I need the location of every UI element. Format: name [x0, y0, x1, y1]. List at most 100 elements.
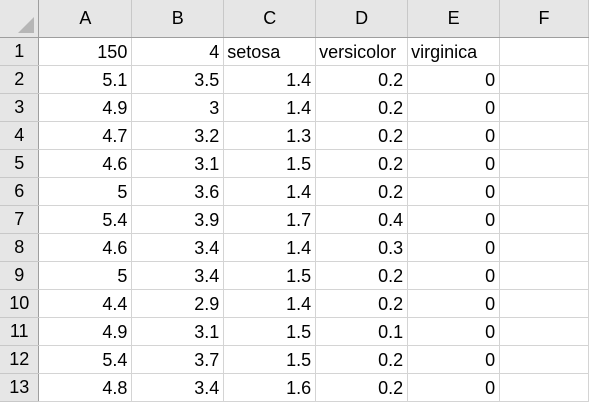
cell-e3[interactable]: 0: [407, 93, 501, 122]
cell-f8[interactable]: [499, 233, 589, 262]
cell-a11[interactable]: 4.9: [38, 317, 133, 346]
cell-e5[interactable]: 0: [407, 149, 501, 178]
cell-f12[interactable]: [499, 345, 589, 374]
cell-a5[interactable]: 4.6: [38, 149, 133, 178]
cell-d4[interactable]: 0.2: [315, 121, 409, 150]
cell-f9[interactable]: [499, 261, 589, 290]
cell-e9[interactable]: 0: [407, 261, 501, 290]
row-header[interactable]: 3: [0, 93, 40, 122]
cell-a7[interactable]: 5.4: [38, 205, 133, 234]
cell-d8[interactable]: 0.3: [315, 233, 409, 262]
cell-c5[interactable]: 1.5: [223, 149, 317, 178]
cell-c1[interactable]: setosa: [223, 37, 317, 66]
cell-b3[interactable]: 3: [131, 93, 225, 122]
cell-e7[interactable]: 0: [407, 205, 501, 234]
cell-a8[interactable]: 4.6: [38, 233, 133, 262]
cell-b5[interactable]: 3.1: [131, 149, 225, 178]
row-header[interactable]: 12: [0, 345, 40, 374]
cell-d3[interactable]: 0.2: [315, 93, 409, 122]
column-header-b[interactable]: B: [131, 0, 225, 38]
cell-a2[interactable]: 5.1: [38, 65, 133, 94]
cell-e11[interactable]: 0: [407, 317, 501, 346]
cell-c7[interactable]: 1.7: [223, 205, 317, 234]
cell-b4[interactable]: 3.2: [131, 121, 225, 150]
row-header[interactable]: 2: [0, 65, 40, 94]
column-header-c[interactable]: C: [223, 0, 317, 38]
cell-b9[interactable]: 3.4: [131, 261, 225, 290]
cell-e13[interactable]: 0: [407, 373, 501, 402]
cell-f7[interactable]: [499, 205, 589, 234]
cell-e10[interactable]: 0: [407, 289, 501, 318]
cell-d11[interactable]: 0.1: [315, 317, 409, 346]
cell-a9[interactable]: 5: [38, 261, 133, 290]
cell-f10[interactable]: [499, 289, 589, 318]
row-header[interactable]: 7: [0, 205, 40, 234]
table-row: 11 4.9 3.1 1.5 0.1 0: [0, 317, 589, 346]
column-header-f[interactable]: F: [499, 0, 589, 38]
select-all-corner[interactable]: [0, 0, 40, 38]
row-header[interactable]: 5: [0, 149, 40, 178]
column-header-e[interactable]: E: [407, 0, 501, 38]
cell-b12[interactable]: 3.7: [131, 345, 225, 374]
row-header[interactable]: 13: [0, 373, 40, 402]
cell-c11[interactable]: 1.5: [223, 317, 317, 346]
cell-a6[interactable]: 5: [38, 177, 133, 206]
cell-f4[interactable]: [499, 121, 589, 150]
cell-a12[interactable]: 5.4: [38, 345, 133, 374]
cell-f1[interactable]: [499, 37, 589, 66]
cell-d13[interactable]: 0.2: [315, 373, 409, 402]
cell-b7[interactable]: 3.9: [131, 205, 225, 234]
cell-c12[interactable]: 1.5: [223, 345, 317, 374]
cell-e12[interactable]: 0: [407, 345, 501, 374]
cell-c6[interactable]: 1.4: [223, 177, 317, 206]
cell-e2[interactable]: 0: [407, 65, 501, 94]
cell-b10[interactable]: 2.9: [131, 289, 225, 318]
cell-f6[interactable]: [499, 177, 589, 206]
cell-f13[interactable]: [499, 373, 589, 402]
cell-d5[interactable]: 0.2: [315, 149, 409, 178]
cell-b11[interactable]: 3.1: [131, 317, 225, 346]
row-header[interactable]: 10: [0, 289, 40, 318]
cell-c9[interactable]: 1.5: [223, 261, 317, 290]
cell-d7[interactable]: 0.4: [315, 205, 409, 234]
cell-f11[interactable]: [499, 317, 589, 346]
cell-e4[interactable]: 0: [407, 121, 501, 150]
cell-f3[interactable]: [499, 93, 589, 122]
column-header-a[interactable]: A: [38, 0, 133, 38]
cell-b2[interactable]: 3.5: [131, 65, 225, 94]
cell-a10[interactable]: 4.4: [38, 289, 133, 318]
cell-d2[interactable]: 0.2: [315, 65, 409, 94]
cell-c2[interactable]: 1.4: [223, 65, 317, 94]
cell-c3[interactable]: 1.4: [223, 93, 317, 122]
row-header[interactable]: 4: [0, 121, 40, 150]
row-header[interactable]: 6: [0, 177, 40, 206]
row-header[interactable]: 1: [0, 37, 40, 66]
row-header[interactable]: 11: [0, 317, 40, 346]
cell-c10[interactable]: 1.4: [223, 289, 317, 318]
cell-c13[interactable]: 1.6: [223, 373, 317, 402]
row-header[interactable]: 9: [0, 261, 40, 290]
cell-c8[interactable]: 1.4: [223, 233, 317, 262]
cell-b6[interactable]: 3.6: [131, 177, 225, 206]
cell-a13[interactable]: 4.8: [38, 373, 133, 402]
cell-b1[interactable]: 4: [131, 37, 225, 66]
cell-e1[interactable]: virginica: [407, 37, 501, 66]
cell-e6[interactable]: 0: [407, 177, 501, 206]
cell-b13[interactable]: 3.4: [131, 373, 225, 402]
cell-e8[interactable]: 0: [407, 233, 501, 262]
cell-d1[interactable]: versicolor: [315, 37, 409, 66]
cell-a1[interactable]: 150: [38, 37, 133, 66]
cell-d10[interactable]: 0.2: [315, 289, 409, 318]
cell-b8[interactable]: 3.4: [131, 233, 225, 262]
cell-d6[interactable]: 0.2: [315, 177, 409, 206]
cell-a3[interactable]: 4.9: [38, 93, 133, 122]
cell-a4[interactable]: 4.7: [38, 121, 133, 150]
cell-f5[interactable]: [499, 149, 589, 178]
cell-c4[interactable]: 1.3: [223, 121, 317, 150]
cell-d12[interactable]: 0.2: [315, 345, 409, 374]
column-header-d[interactable]: D: [315, 0, 409, 38]
row-header[interactable]: 8: [0, 233, 40, 262]
cell-d9[interactable]: 0.2: [315, 261, 409, 290]
cell-f2[interactable]: [499, 65, 589, 94]
